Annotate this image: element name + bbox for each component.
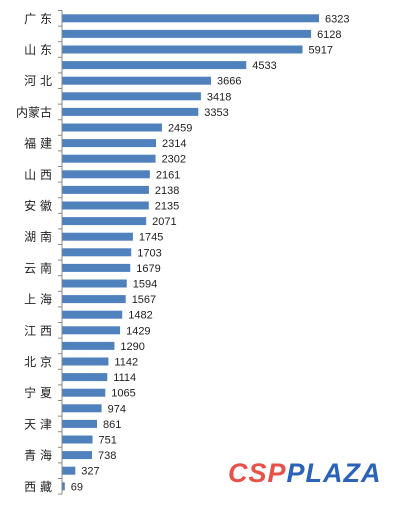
category-label: 安 徽 (24, 198, 52, 213)
category-label: 广 东 (24, 12, 52, 26)
category-label: 北 京 (24, 355, 52, 369)
category-label: 天 津 (24, 417, 52, 431)
value-label: 738 (98, 450, 116, 462)
bar (62, 373, 108, 382)
category-label: 青 海 (24, 448, 52, 463)
category-label: 山 西 (24, 168, 52, 182)
value-label: 974 (108, 403, 126, 415)
value-label: 1594 (133, 279, 157, 291)
value-label: 1745 (139, 232, 163, 244)
watermark-logo: CSPPLAZA (228, 458, 382, 489)
value-label: 1567 (132, 294, 156, 306)
category-label: 上 海 (24, 292, 52, 307)
value-label: 2161 (156, 169, 180, 181)
value-label: 1142 (114, 357, 138, 369)
watermark-part-plaza: PLAZA (286, 458, 382, 488)
bar (62, 232, 133, 241)
bar (62, 185, 149, 194)
category-label: 湖 南 (24, 229, 52, 244)
value-label: 1679 (136, 263, 160, 275)
value-label: 3353 (204, 107, 228, 119)
value-label: 2302 (162, 154, 186, 166)
value-label: 751 (99, 435, 117, 447)
bars-group (62, 14, 319, 491)
bar (62, 404, 102, 413)
bar (62, 310, 123, 319)
value-label: 1482 (128, 310, 152, 322)
category-label: 山 东 (24, 43, 52, 57)
category-label: 福 建 (24, 136, 52, 151)
value-label: 327 (81, 466, 99, 478)
value-label: 1429 (126, 325, 150, 337)
value-label: 861 (103, 419, 121, 431)
bar (62, 107, 199, 116)
category-label: 宁 夏 (24, 385, 52, 400)
bar (62, 76, 212, 85)
bar (62, 29, 312, 38)
value-label: 3666 (217, 76, 241, 88)
bar (62, 14, 319, 23)
value-label: 2314 (162, 138, 186, 150)
bar (62, 201, 149, 210)
bar (62, 388, 106, 397)
bar (62, 482, 65, 491)
value-label: 1290 (120, 341, 144, 353)
value-label: 2071 (152, 216, 176, 228)
category-label: 江 西 (24, 324, 52, 338)
y-axis-ticks-group (58, 10, 62, 495)
bar (62, 45, 303, 54)
bar (62, 341, 115, 350)
bar (62, 435, 93, 444)
value-label: 3418 (207, 91, 231, 103)
category-label: 云 南 (24, 260, 52, 275)
bar (62, 451, 92, 460)
value-label: 6128 (317, 29, 341, 41)
category-label: 内蒙古 (16, 104, 52, 119)
bar (62, 466, 76, 475)
bar (62, 154, 156, 163)
value-labels-group: 6323 6128 5917 4533 3666 3418 3353 2459 2314 2302… (71, 13, 350, 493)
value-label: 1065 (111, 388, 135, 400)
value-label: 6323 (325, 13, 349, 25)
bar (62, 170, 150, 179)
bar (62, 279, 127, 288)
bar (62, 217, 147, 226)
bar (62, 92, 201, 101)
bar (62, 263, 131, 272)
value-label: 2135 (155, 201, 179, 213)
bar (62, 248, 132, 257)
value-label: 69 (71, 481, 83, 493)
bar (62, 295, 126, 304)
value-label: 2138 (155, 185, 179, 197)
value-label: 4533 (252, 60, 276, 72)
bar (62, 326, 121, 335)
value-label: 5917 (308, 45, 332, 57)
value-label: 1114 (113, 372, 136, 384)
watermark-part-csp: CSP (228, 458, 287, 488)
bar (62, 61, 247, 70)
bar (62, 419, 97, 428)
bar (62, 357, 109, 366)
category-label: 西 藏 (24, 480, 52, 494)
value-label: 2459 (168, 123, 192, 135)
bar (62, 123, 162, 132)
value-label: 1703 (137, 247, 161, 259)
bar (62, 139, 157, 148)
category-label: 河 北 (24, 74, 52, 88)
